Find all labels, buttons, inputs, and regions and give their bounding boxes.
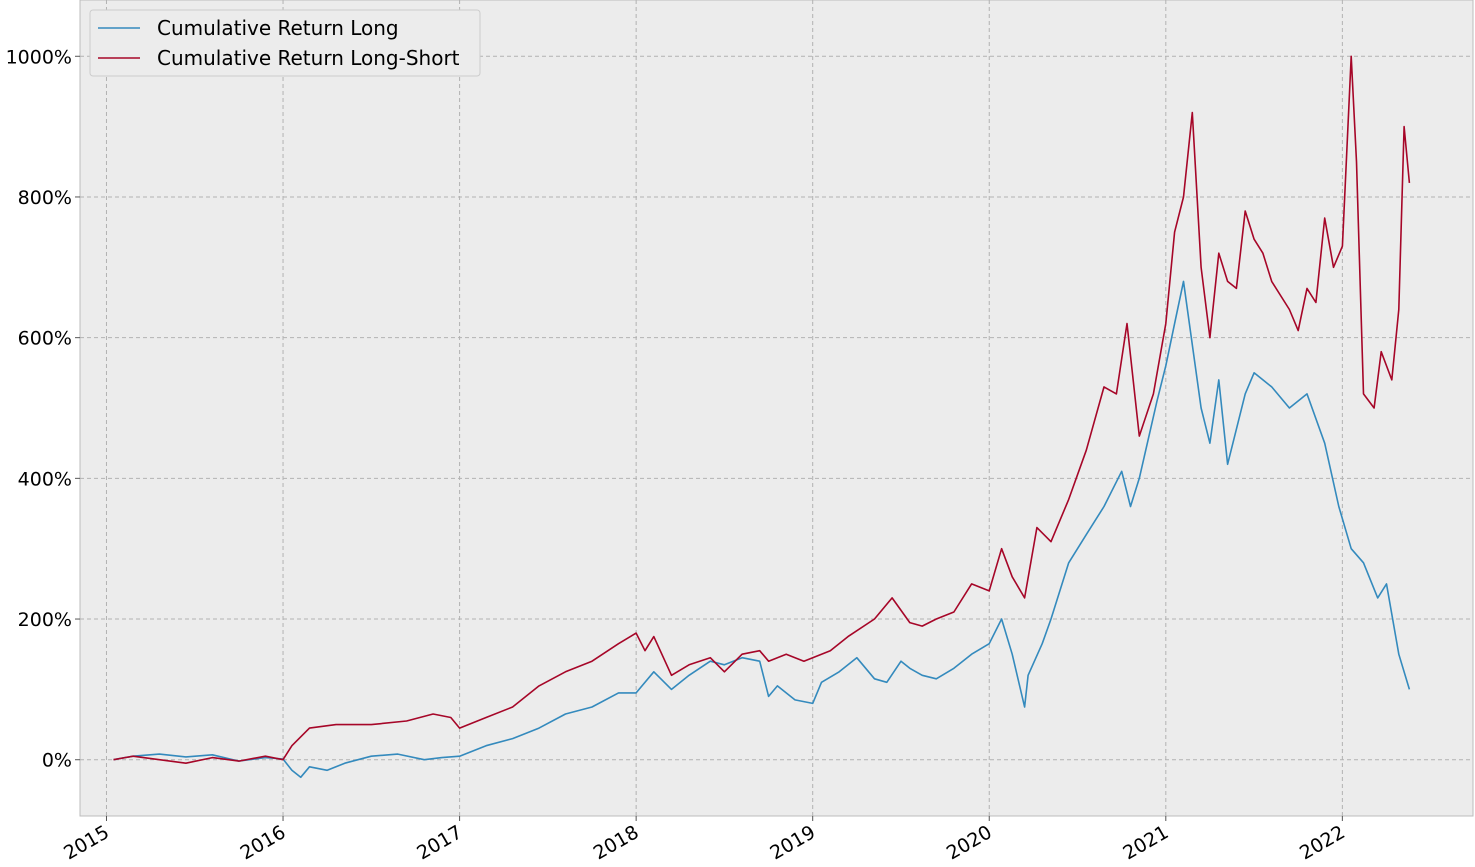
y-tick-label: 400% (18, 468, 72, 490)
x-axis: 2015 2016 2017 2018 2019 2020 2021 2022 (60, 816, 1349, 865)
x-tick-label: 2019 (766, 821, 819, 864)
y-tick-label: 0% (42, 750, 72, 772)
plot-area (79, 0, 1474, 817)
x-tick-label: 2018 (590, 821, 643, 864)
x-tick-label: 2015 (60, 821, 113, 864)
series-line-long-short (113, 55, 1411, 765)
y-tick-label: 200% (18, 609, 72, 631)
grid-lines (80, 0, 1473, 816)
series-layer (113, 55, 1411, 779)
y-tick-label: 800% (18, 187, 72, 209)
y-tick-label: 600% (18, 328, 72, 350)
x-tick-label: 2020 (943, 821, 996, 864)
x-tick-label: 2021 (1119, 821, 1172, 864)
legend: Cumulative Return Long Cumulative Return… (89, 9, 481, 77)
legend-label-long-short: Cumulative Return Long-Short (157, 46, 460, 70)
series-line-long (113, 280, 1411, 779)
x-tick-label: 2017 (413, 821, 466, 864)
x-tick-label: 2022 (1296, 821, 1349, 864)
legend-box (89, 9, 481, 77)
y-tick-label: 1000% (6, 46, 72, 68)
x-tick-label: 2016 (237, 821, 290, 864)
y-axis: 0% 200% 400% 600% 800% 1000% (6, 46, 80, 772)
legend-label-long: Cumulative Return Long (157, 16, 399, 40)
